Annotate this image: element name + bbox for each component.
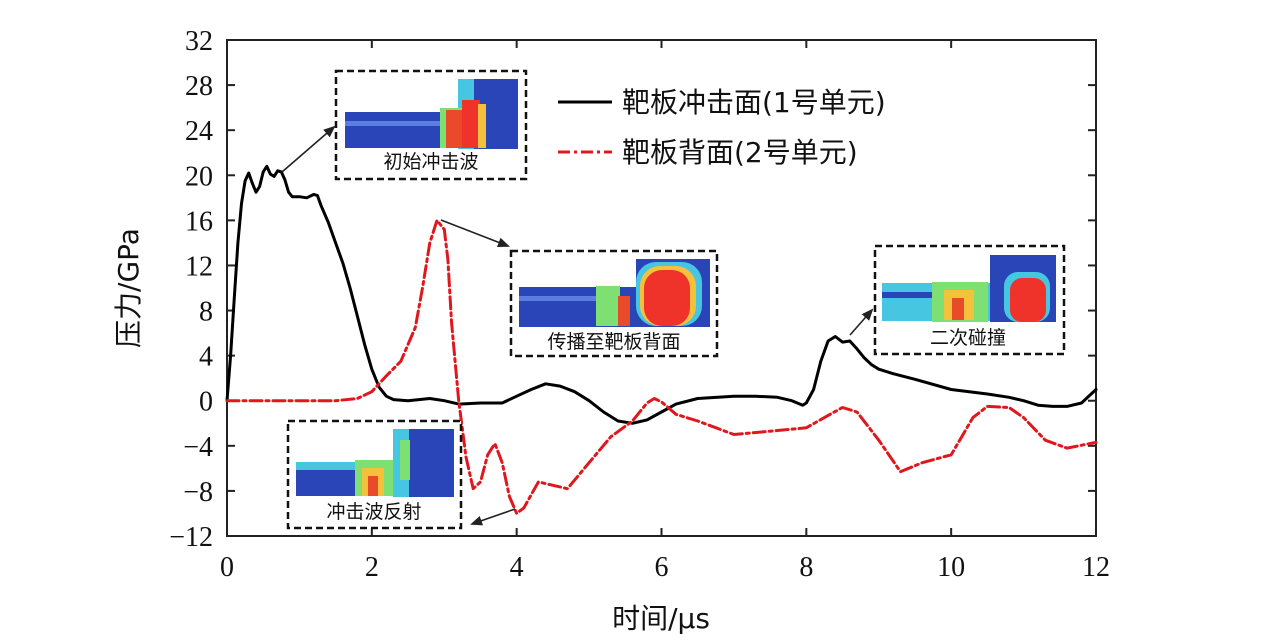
inset-caption-initial-wave: 初始冲击波 (383, 151, 478, 173)
y-tick-label: −8 (183, 477, 213, 508)
series-line-impact-face (225, 164, 1098, 425)
inset-initial-wave: 初始冲击波 (334, 69, 528, 181)
inset-caption-propagation: 传播至靶板背面 (547, 331, 680, 353)
x-tick-label: 0 (220, 552, 234, 583)
y-tick-label: 8 (199, 297, 213, 328)
inset-propagation: 传播至靶板背面 (509, 249, 719, 358)
y-tick-label: 16 (185, 206, 213, 237)
y-tick-label: 4 (199, 342, 213, 373)
x-tick-label: 4 (510, 552, 524, 583)
y-tick-label: 24 (185, 116, 213, 147)
arrow-initial-wave (281, 125, 336, 173)
annotation-arrows (281, 125, 874, 526)
legend-entry-back-face: 靶板背面(2号单元) (558, 136, 858, 169)
arrow-reflection (470, 508, 516, 526)
inset-caption-second-impact: 二次碰撞 (930, 327, 1006, 349)
inset-reflection: 冲击波反射 (286, 419, 463, 530)
x-axis-label: 时间/μs (612, 602, 710, 635)
series-line-back-face (225, 218, 1098, 515)
legend-label-back-face: 靶板背面(2号单元) (622, 136, 858, 169)
x-tick-label: 8 (799, 552, 813, 583)
arrow-second-impact (849, 308, 874, 336)
series-layer (225, 164, 1098, 515)
x-tick-label: 12 (1082, 552, 1110, 583)
y-tick-label: −4 (183, 432, 213, 463)
y-tick-label: 28 (185, 71, 213, 102)
x-tick-label: 6 (655, 552, 669, 583)
inset-caption-reflection: 冲击波反射 (326, 501, 421, 523)
inset-image-reflection (296, 429, 454, 497)
arrow-propagation (440, 219, 510, 248)
y-tick-label: 20 (185, 161, 213, 192)
y-tick-label: 12 (185, 251, 213, 282)
legend-entry-impact-face: 靶板冲击面(1号单元) (558, 86, 886, 119)
y-axis: −12 −8 −4 0 4 8 12 16 20 24 28 32 (169, 26, 1096, 553)
inset-image-propagation (519, 259, 710, 327)
y-tick-label: 0 (199, 387, 213, 418)
inset-image-second-impact (882, 255, 1056, 322)
legend: 靶板冲击面(1号单元) 靶板背面(2号单元) (558, 86, 886, 169)
x-axis: 0 2 4 6 8 10 12 (220, 40, 1110, 583)
legend-label-impact-face: 靶板冲击面(1号单元) (622, 86, 886, 119)
y-tick-label: −12 (169, 522, 213, 553)
inset-second-impact: 二次碰撞 (873, 244, 1066, 356)
inset-image-initial-wave (345, 79, 518, 149)
x-tick-label: 10 (937, 552, 965, 583)
y-tick-label: 32 (185, 26, 213, 57)
y-axis-label: 压力/GPa (112, 228, 145, 348)
x-tick-label: 2 (365, 552, 379, 583)
